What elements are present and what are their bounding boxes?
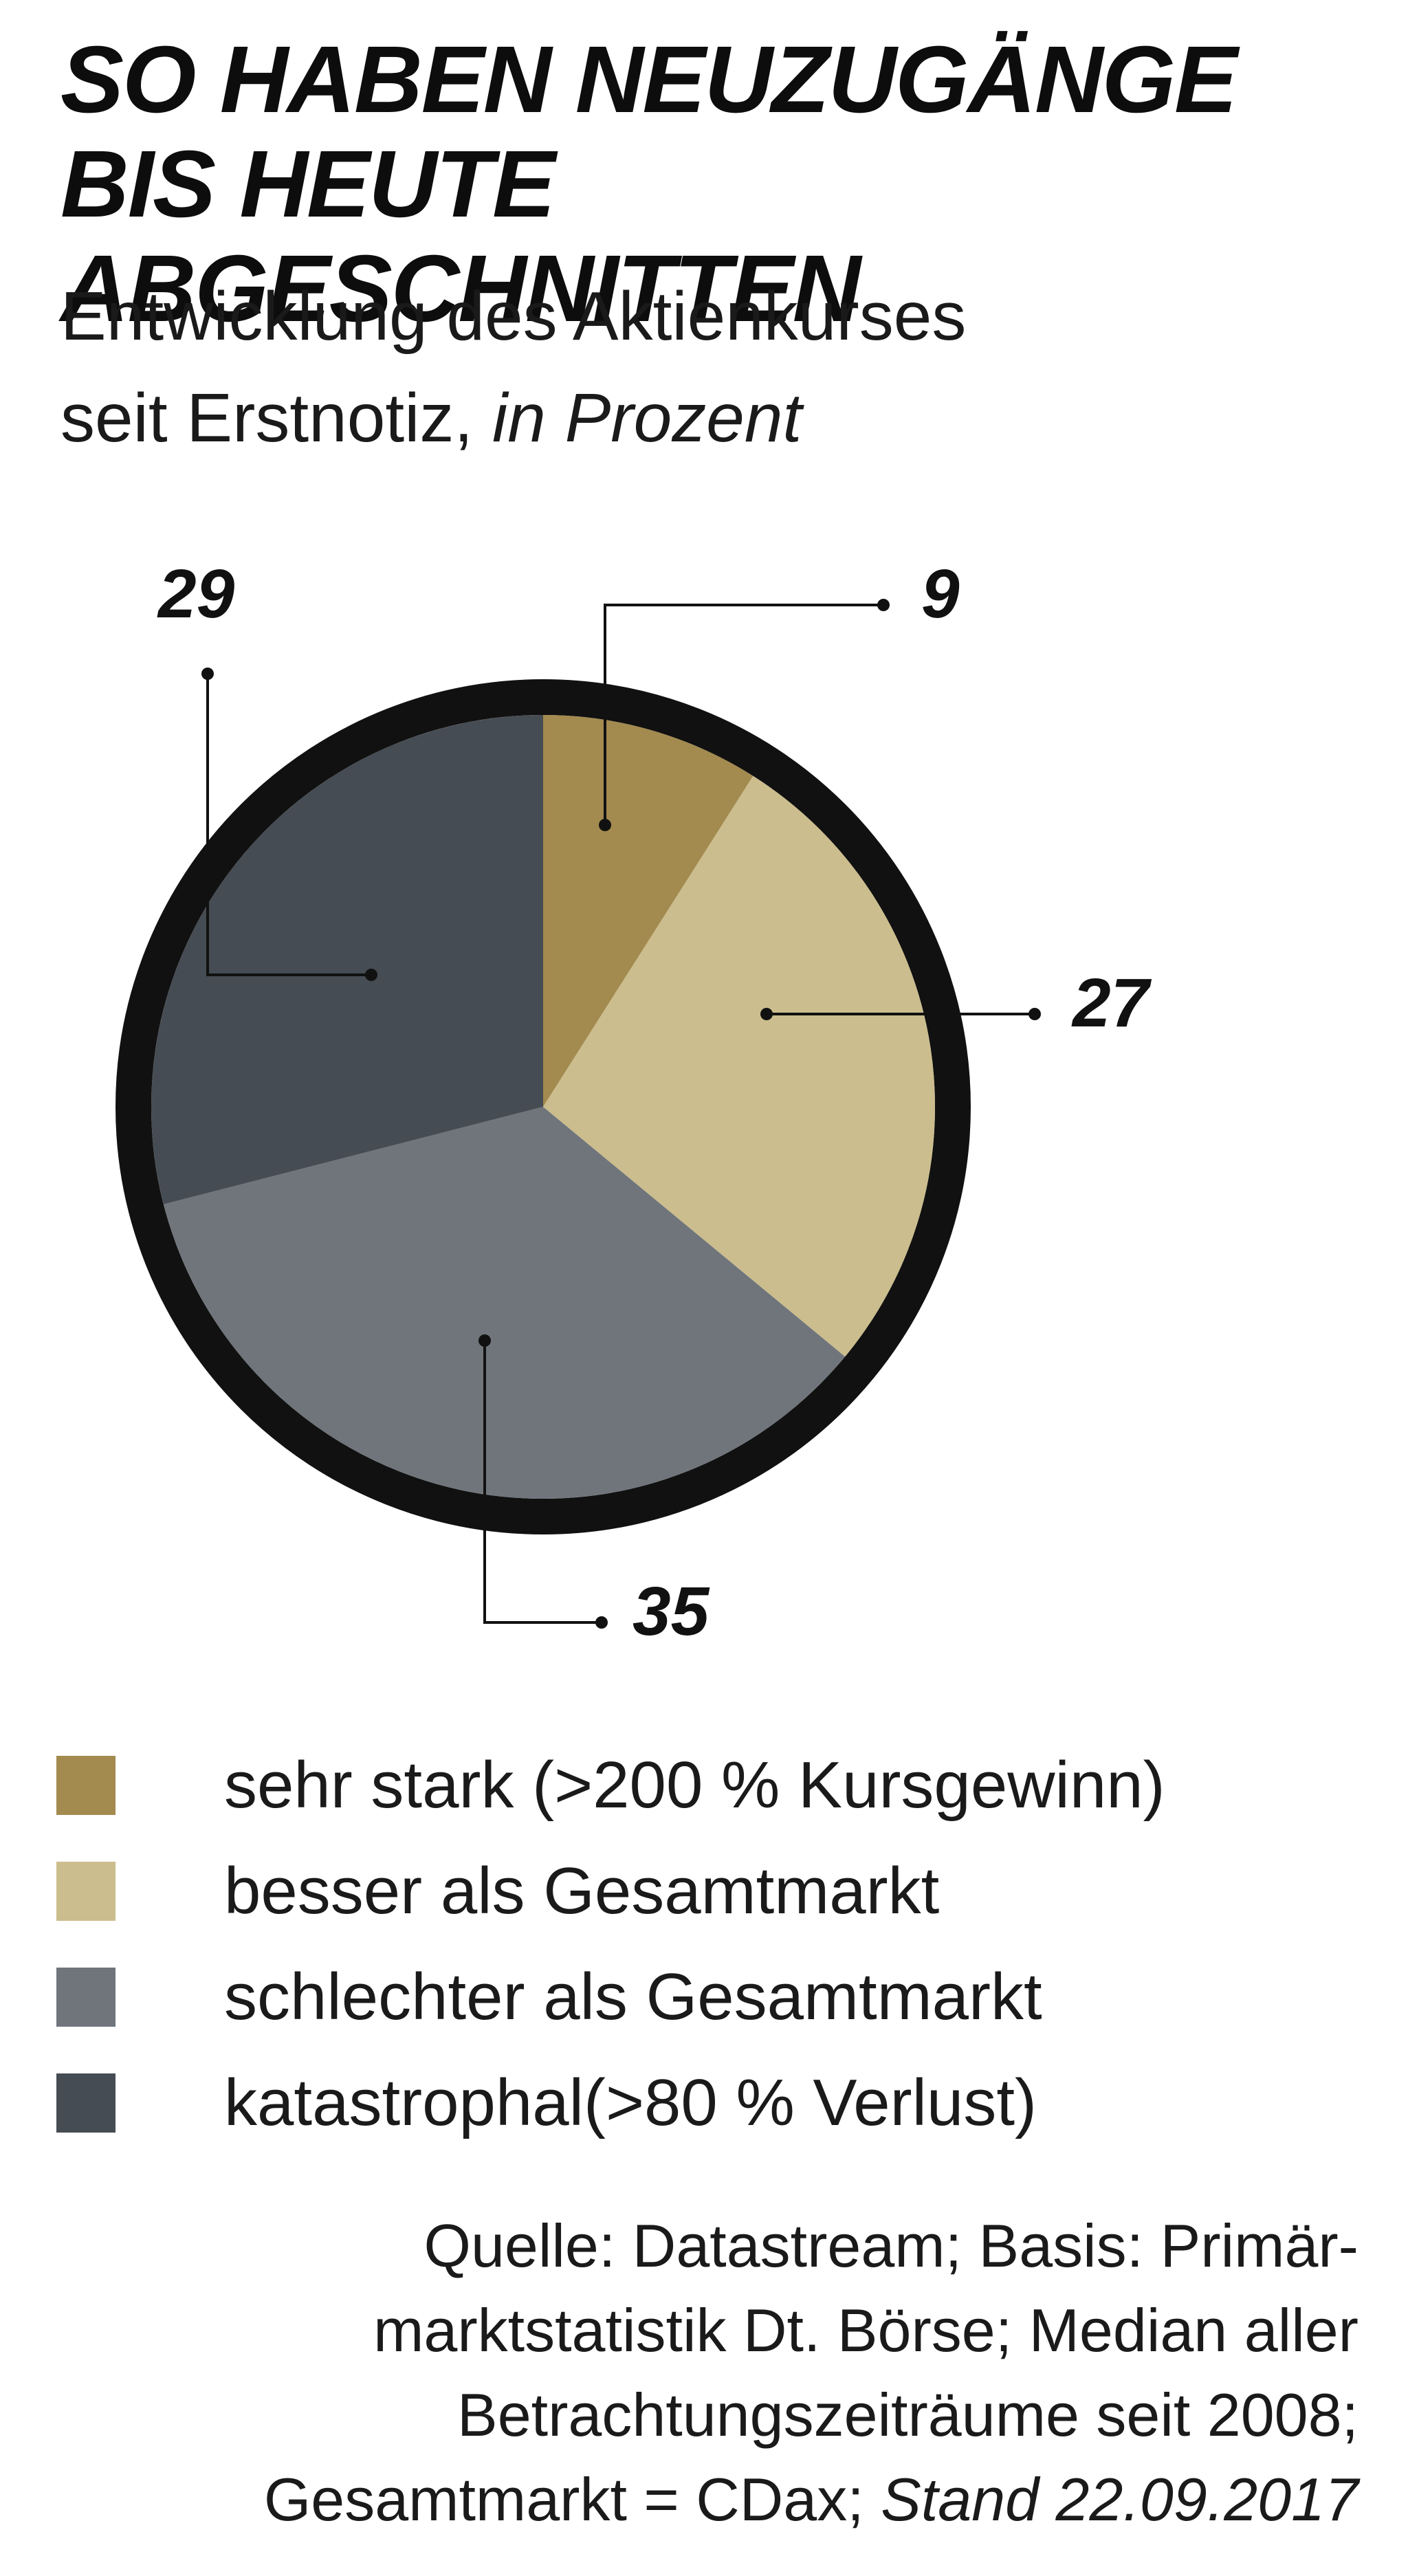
legend-item-schlechter: schlechter als Gesamtmarkt (56, 1944, 1363, 2050)
source-note: Quelle: Datastream; Basis: Primär- markt… (52, 2203, 1358, 2542)
callout-dot (1028, 1008, 1041, 1020)
value-label-schlechter: 35 (632, 1573, 710, 1650)
chart-subtitle-text: seit Erstnotiz, (60, 379, 492, 456)
legend-swatch (56, 1756, 116, 1815)
legend-swatch (56, 2073, 116, 2133)
chart-subtitle: Entwicklung des Aktienkurses seit Erstno… (60, 265, 1367, 469)
legend-item-katastrophal: katastrophal(>80 % Verlust) (56, 2050, 1363, 2156)
legend-label: schlechter als Gesamtmarkt (224, 1960, 1042, 2034)
legend-label: sehr stark (>200 % Kursgewinn) (224, 1748, 1165, 1822)
chart-subtitle-line-2: seit Erstnotiz, in Prozent (60, 367, 1367, 469)
legend-swatch (56, 1862, 116, 1921)
source-line-2: marktstatistik Dt. Börse; Median aller (373, 2296, 1358, 2364)
legend-item-sehr-stark: sehr stark (>200 % Kursgewinn) (56, 1732, 1363, 1838)
pie-slice-schlechter (163, 1107, 846, 1499)
chart-title-line-2: BIS HEUTE ABGESCHNITTEN (60, 131, 861, 342)
chart-title: SO HABEN NEUZUGÄNGE BIS HEUTE ABGESCHNIT… (60, 27, 1367, 341)
chart-subtitle-unit: in Prozent (492, 379, 802, 456)
legend-label: katastrophal(>80 % Verlust) (224, 2066, 1037, 2139)
callout-dot (478, 1334, 491, 1347)
callout-line (483, 1341, 602, 1624)
callout-dot (599, 819, 611, 831)
callout-line (604, 604, 883, 825)
legend: sehr stark (>200 % Kursgewinn) besser al… (56, 1732, 1363, 2156)
callout-dot (201, 668, 214, 680)
pie-slice-sehr-stark (543, 715, 754, 1107)
source-text: Gesamtmarkt = CDax; (263, 2465, 881, 2533)
callout-dot (595, 1616, 608, 1629)
chart-subtitle-line-1: Entwicklung des Aktienkurses (60, 278, 967, 355)
callout-dot (365, 969, 377, 981)
pie-slice-katastrophal (151, 715, 543, 1204)
source-line-4: Gesamtmarkt = CDax; Stand 22.09.2017 (52, 2457, 1358, 2542)
source-date: Stand 22.09.2017 (881, 2465, 1358, 2533)
legend-label: besser als Gesamtmarkt (224, 1854, 940, 1928)
pie-slices (151, 715, 935, 1499)
value-label-sehr-stark: 9 (921, 555, 960, 632)
pie-chart: 9 27 35 29 (116, 555, 1152, 1650)
callout-line (206, 674, 371, 976)
source-line-1: Quelle: Datastream; Basis: Primär- (424, 2212, 1359, 2280)
source-line-3: Betrachtungszeiträume seit 2008; (457, 2381, 1358, 2449)
legend-item-besser: besser als Gesamtmarkt (56, 1838, 1363, 1944)
callout-dot (760, 1008, 773, 1020)
legend-swatch (56, 1968, 116, 2027)
callout-dot (877, 599, 890, 611)
value-label-katastrophal: 29 (157, 555, 235, 632)
pie-outer-ring (116, 679, 971, 1534)
chart-title-line-1: SO HABEN NEUZUGÄNGE (60, 27, 1238, 133)
value-label-besser: 27 (1071, 965, 1152, 1042)
pie-callouts: 9 27 35 29 (157, 555, 1152, 1650)
pie-slice-besser (543, 775, 935, 1357)
